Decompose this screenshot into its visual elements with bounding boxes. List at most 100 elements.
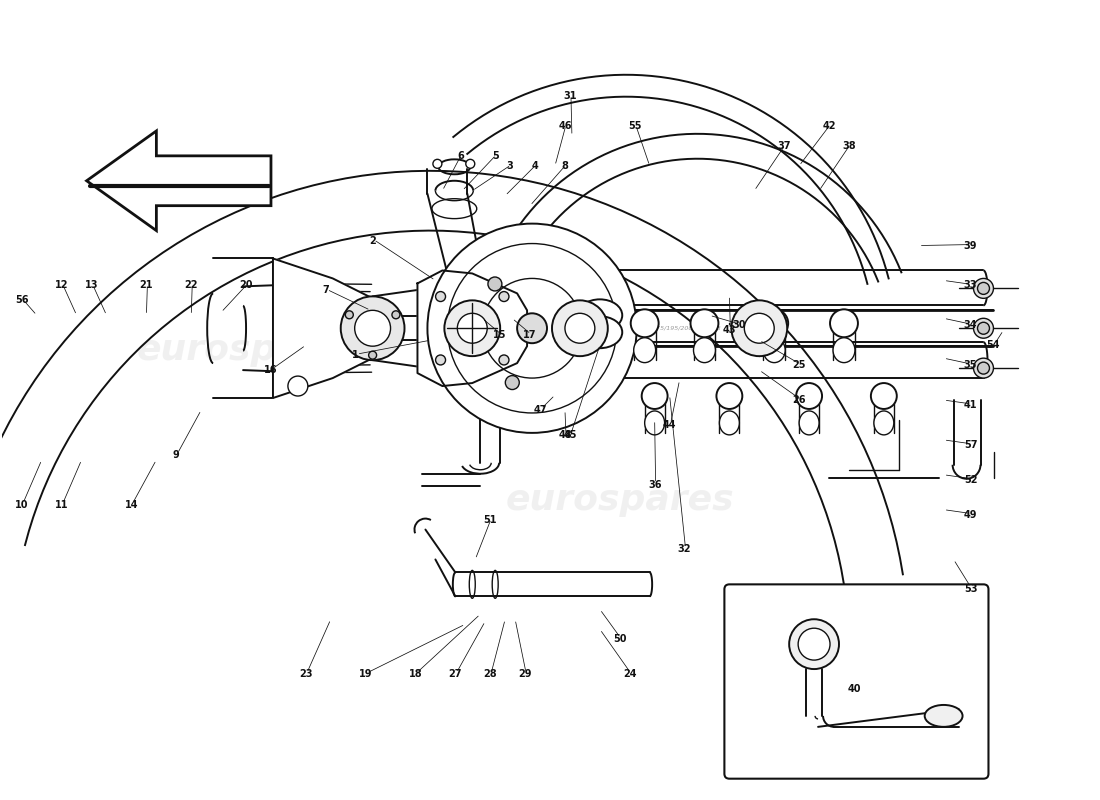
Circle shape (392, 311, 400, 318)
Ellipse shape (641, 383, 668, 409)
Ellipse shape (630, 310, 659, 338)
Ellipse shape (691, 310, 718, 338)
Ellipse shape (830, 310, 858, 338)
Circle shape (368, 351, 376, 359)
Circle shape (582, 311, 596, 325)
Text: 47: 47 (534, 405, 547, 415)
Text: 5: 5 (492, 151, 498, 161)
Circle shape (978, 322, 990, 334)
Text: 28: 28 (483, 669, 497, 679)
Ellipse shape (760, 310, 789, 338)
Text: 54: 54 (987, 340, 1000, 350)
Circle shape (974, 358, 993, 378)
Text: 38: 38 (843, 141, 856, 151)
Ellipse shape (925, 705, 962, 727)
Ellipse shape (719, 411, 739, 435)
Text: 27: 27 (449, 669, 462, 679)
Text: 8: 8 (561, 161, 569, 171)
Text: eurospares: eurospares (505, 482, 734, 517)
Circle shape (565, 314, 595, 343)
Text: 45: 45 (563, 430, 576, 440)
Circle shape (974, 318, 993, 338)
Text: 21: 21 (140, 280, 153, 290)
Text: 40: 40 (847, 684, 860, 694)
Text: 37: 37 (778, 141, 791, 151)
Text: 20: 20 (240, 280, 253, 290)
Circle shape (978, 282, 990, 294)
Text: 34: 34 (964, 320, 977, 330)
Circle shape (799, 628, 830, 660)
Text: 13: 13 (85, 280, 98, 290)
Text: 39: 39 (964, 241, 977, 250)
Circle shape (341, 296, 405, 360)
Text: 33: 33 (964, 280, 977, 290)
Text: 36: 36 (648, 480, 661, 490)
Text: 6: 6 (456, 151, 464, 161)
Text: 17: 17 (524, 330, 537, 340)
Text: 30: 30 (733, 320, 746, 330)
Text: 7: 7 (322, 286, 329, 295)
Text: 44: 44 (663, 420, 676, 430)
Ellipse shape (833, 338, 855, 362)
Text: 46: 46 (558, 121, 572, 131)
Circle shape (436, 355, 446, 365)
Circle shape (465, 159, 475, 168)
Circle shape (499, 291, 509, 302)
Polygon shape (418, 270, 527, 386)
Text: 26: 26 (792, 395, 806, 405)
Text: 14: 14 (124, 500, 139, 510)
Text: 48: 48 (558, 430, 572, 440)
Ellipse shape (578, 316, 623, 348)
Text: 15: 15 (494, 330, 507, 340)
Text: 2: 2 (370, 235, 376, 246)
Text: 57: 57 (964, 440, 977, 450)
Text: 49: 49 (964, 510, 977, 520)
Ellipse shape (796, 383, 822, 409)
Polygon shape (87, 131, 271, 230)
Circle shape (732, 300, 788, 356)
Text: 55: 55 (628, 121, 641, 131)
Ellipse shape (799, 411, 820, 435)
Text: 53: 53 (964, 584, 977, 594)
Text: 24: 24 (623, 669, 637, 679)
Text: 22: 22 (185, 280, 198, 290)
Text: 25: 25 (792, 360, 806, 370)
Text: 12: 12 (55, 280, 68, 290)
Ellipse shape (693, 338, 715, 362)
Circle shape (354, 310, 390, 346)
Circle shape (745, 314, 774, 343)
Text: 16: 16 (264, 365, 277, 375)
Ellipse shape (871, 383, 896, 409)
Text: 41: 41 (964, 400, 977, 410)
Ellipse shape (763, 338, 785, 362)
Ellipse shape (645, 411, 664, 435)
Text: 35: 35 (964, 360, 977, 370)
Text: 11: 11 (55, 500, 68, 510)
Circle shape (517, 314, 547, 343)
Ellipse shape (634, 338, 656, 362)
Ellipse shape (716, 383, 742, 409)
Text: 3: 3 (507, 161, 514, 171)
Text: 52: 52 (964, 474, 977, 485)
Text: 10: 10 (15, 500, 29, 510)
Circle shape (789, 619, 839, 669)
Text: 51: 51 (484, 514, 497, 525)
Text: 31: 31 (563, 91, 576, 101)
Text: 1: 1 (352, 350, 359, 360)
Text: eurospares: eurospares (136, 333, 365, 367)
Text: 9: 9 (173, 450, 179, 460)
Circle shape (345, 311, 353, 318)
Circle shape (444, 300, 500, 356)
Circle shape (288, 376, 308, 396)
Circle shape (488, 277, 502, 291)
Circle shape (458, 314, 487, 343)
Circle shape (436, 291, 446, 302)
Circle shape (428, 224, 637, 433)
Text: 158/175/195/200/200/208: 158/175/195/200/200/208 (638, 326, 721, 330)
Text: 18: 18 (409, 669, 422, 679)
Circle shape (433, 159, 442, 168)
Circle shape (505, 375, 519, 390)
Text: 56: 56 (15, 295, 29, 306)
Text: 29: 29 (518, 669, 531, 679)
Ellipse shape (578, 299, 623, 331)
